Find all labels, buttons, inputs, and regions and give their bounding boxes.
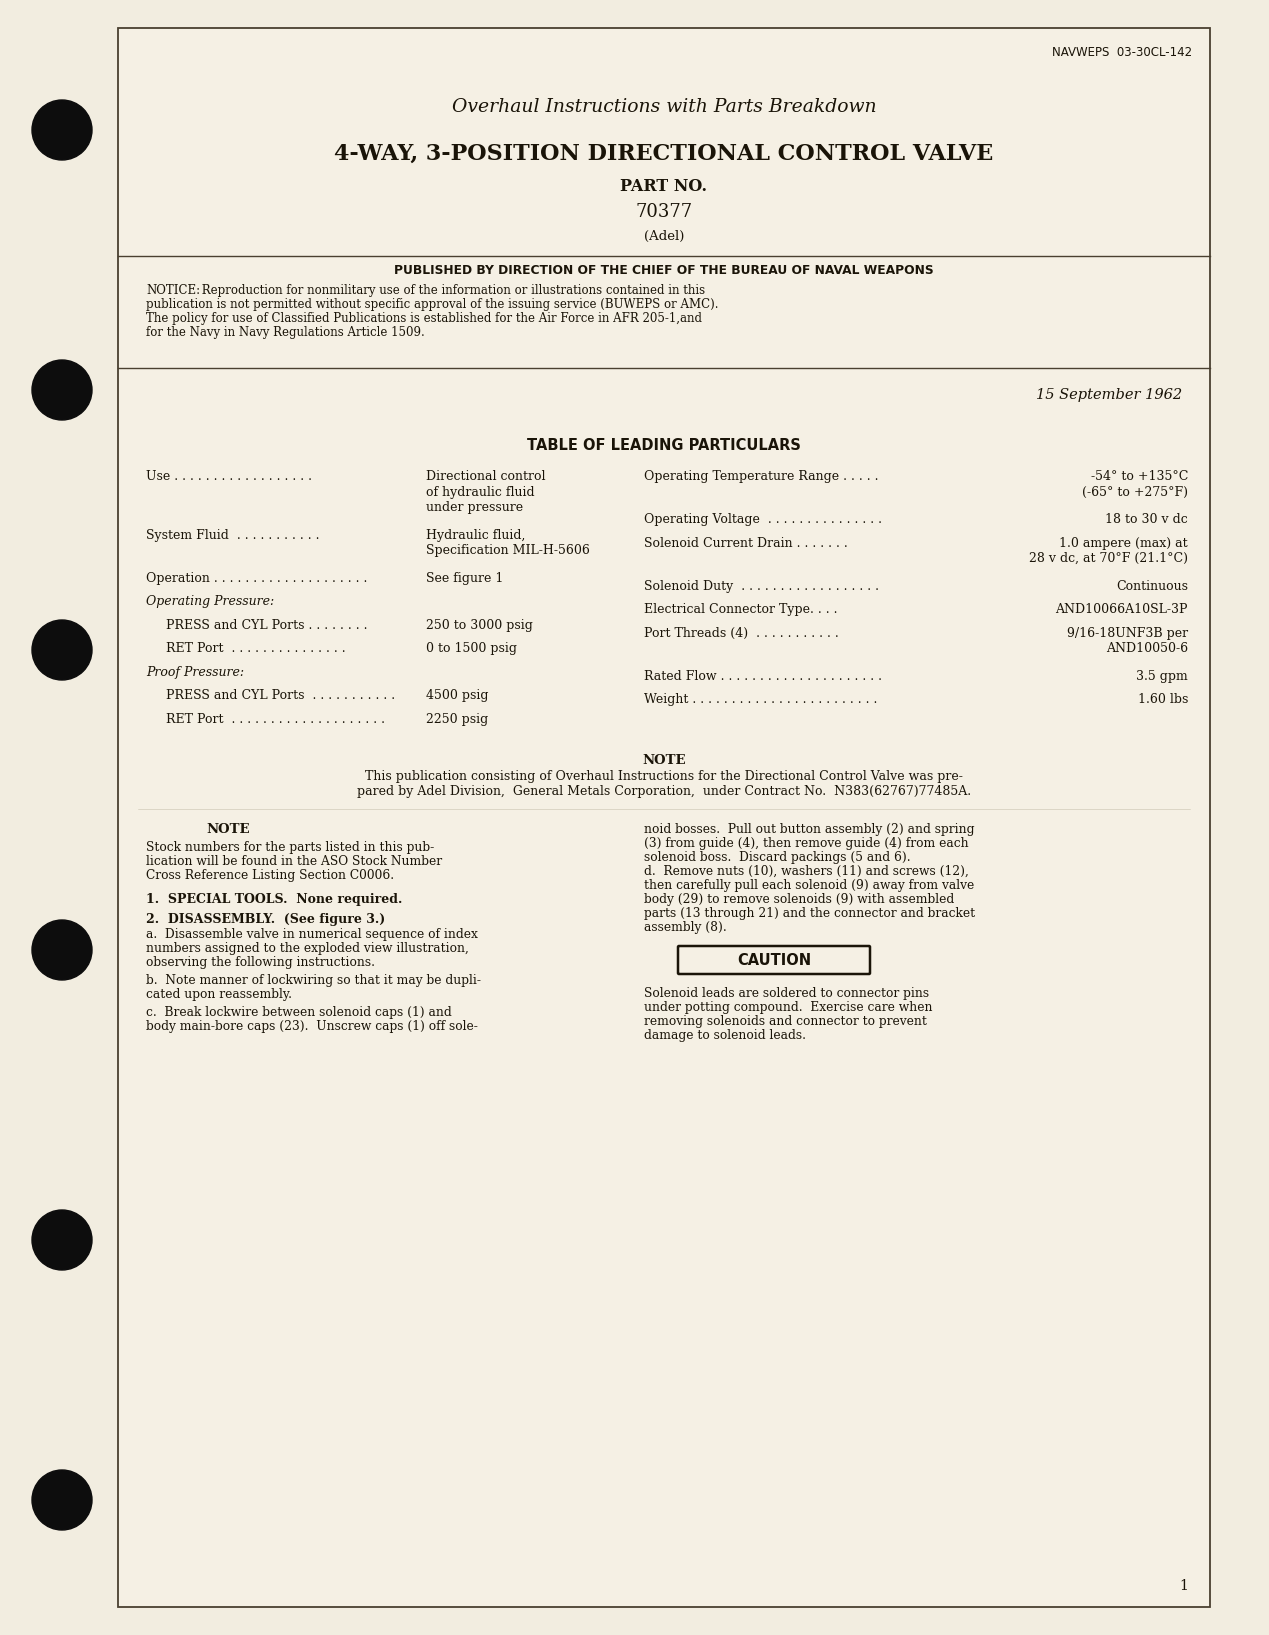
Text: AND10066A10SL-3P: AND10066A10SL-3P <box>1056 603 1188 616</box>
Text: c.  Break lockwire between solenoid caps (1) and: c. Break lockwire between solenoid caps … <box>146 1006 452 1019</box>
Text: observing the following instructions.: observing the following instructions. <box>146 956 376 970</box>
Text: (3) from guide (4), then remove guide (4) from each: (3) from guide (4), then remove guide (4… <box>643 837 968 850</box>
Text: Solenoid leads are soldered to connector pins: Solenoid leads are soldered to connector… <box>643 988 929 1001</box>
Text: See figure 1: See figure 1 <box>426 572 504 584</box>
Text: Specification MIL-H-5606: Specification MIL-H-5606 <box>426 544 590 558</box>
Text: parts (13 through 21) and the connector and bracket: parts (13 through 21) and the connector … <box>643 907 975 921</box>
Text: numbers assigned to the exploded view illustration,: numbers assigned to the exploded view il… <box>146 942 468 955</box>
Text: (-65° to +275°F): (-65° to +275°F) <box>1082 486 1188 499</box>
Text: Operating Pressure:: Operating Pressure: <box>146 595 274 608</box>
Text: 28 v dc, at 70°F (21.1°C): 28 v dc, at 70°F (21.1°C) <box>1029 553 1188 566</box>
Text: Continuous: Continuous <box>1115 579 1188 592</box>
Text: Rated Flow . . . . . . . . . . . . . . . . . . . . .: Rated Flow . . . . . . . . . . . . . . .… <box>643 669 882 682</box>
Text: pared by Adel Division,  General Metals Corporation,  under Contract No.  N383(6: pared by Adel Division, General Metals C… <box>357 785 971 798</box>
Text: publication is not permitted without specific approval of the issuing service (B: publication is not permitted without spe… <box>146 298 718 311</box>
Text: 2.  DISASSEMBLY.  (See figure 3.): 2. DISASSEMBLY. (See figure 3.) <box>146 912 386 925</box>
Text: d.  Remove nuts (10), washers (11) and screws (12),: d. Remove nuts (10), washers (11) and sc… <box>643 865 968 878</box>
Text: noid bosses.  Pull out button assembly (2) and spring: noid bosses. Pull out button assembly (2… <box>643 822 975 835</box>
Text: This publication consisting of Overhaul Instructions for the Directional Control: This publication consisting of Overhaul … <box>365 770 963 783</box>
Circle shape <box>32 1470 91 1530</box>
Text: Solenoid Duty  . . . . . . . . . . . . . . . . . .: Solenoid Duty . . . . . . . . . . . . . … <box>643 579 879 592</box>
Text: Cross Reference Listing Section C0006.: Cross Reference Listing Section C0006. <box>146 868 395 881</box>
Circle shape <box>32 360 91 420</box>
Bar <box>118 28 1211 1607</box>
Text: Electrical Connector Type. . . .: Electrical Connector Type. . . . <box>643 603 838 616</box>
Text: 1: 1 <box>1179 1579 1188 1592</box>
Text: 0 to 1500 psig: 0 to 1500 psig <box>426 643 516 656</box>
Text: Operating Voltage  . . . . . . . . . . . . . . .: Operating Voltage . . . . . . . . . . . … <box>643 513 882 526</box>
Circle shape <box>32 921 91 979</box>
Text: RET Port  . . . . . . . . . . . . . . . . . . . .: RET Port . . . . . . . . . . . . . . . .… <box>166 713 385 726</box>
Text: solenoid boss.  Discard packings (5 and 6).: solenoid boss. Discard packings (5 and 6… <box>643 850 911 863</box>
Text: under potting compound.  Exercise care when: under potting compound. Exercise care wh… <box>643 1001 933 1014</box>
Text: 9/16-18UNF3B per: 9/16-18UNF3B per <box>1067 626 1188 639</box>
Text: body (29) to remove solenoids (9) with assembled: body (29) to remove solenoids (9) with a… <box>643 893 954 906</box>
Text: RET Port  . . . . . . . . . . . . . . .: RET Port . . . . . . . . . . . . . . . <box>166 643 345 656</box>
Text: Directional control: Directional control <box>426 469 546 482</box>
Text: of hydraulic fluid: of hydraulic fluid <box>426 486 534 499</box>
Text: 1.  SPECIAL TOOLS.  None required.: 1. SPECIAL TOOLS. None required. <box>146 893 402 906</box>
Text: 1.60 lbs: 1.60 lbs <box>1137 693 1188 706</box>
Text: b.  Note manner of lockwiring so that it may be dupli-: b. Note manner of lockwiring so that it … <box>146 974 481 988</box>
Circle shape <box>32 620 91 680</box>
Text: for the Navy in Navy Regulations Article 1509.: for the Navy in Navy Regulations Article… <box>146 325 425 338</box>
Text: Reproduction for nonmilitary use of the information or illustrations contained i: Reproduction for nonmilitary use of the … <box>198 284 706 298</box>
Text: 250 to 3000 psig: 250 to 3000 psig <box>426 618 533 631</box>
Text: Stock numbers for the parts listed in this pub-: Stock numbers for the parts listed in th… <box>146 840 434 853</box>
Text: NAVWEPS  03-30CL-142: NAVWEPS 03-30CL-142 <box>1052 46 1192 59</box>
Text: removing solenoids and connector to prevent: removing solenoids and connector to prev… <box>643 1015 926 1028</box>
Text: Operation . . . . . . . . . . . . . . . . . . . .: Operation . . . . . . . . . . . . . . . … <box>146 572 367 584</box>
Text: Proof Pressure:: Proof Pressure: <box>146 665 244 679</box>
Text: Operating Temperature Range . . . . .: Operating Temperature Range . . . . . <box>643 469 878 482</box>
Text: 70377: 70377 <box>636 203 693 221</box>
Circle shape <box>32 1210 91 1270</box>
Text: Hydraulic fluid,: Hydraulic fluid, <box>426 528 525 541</box>
Text: PUBLISHED BY DIRECTION OF THE CHIEF OF THE BUREAU OF NAVAL WEAPONS: PUBLISHED BY DIRECTION OF THE CHIEF OF T… <box>395 263 934 276</box>
Text: PRESS and CYL Ports  . . . . . . . . . . .: PRESS and CYL Ports . . . . . . . . . . … <box>166 688 395 701</box>
Text: (Adel): (Adel) <box>643 231 684 244</box>
Text: lication will be found in the ASO Stock Number: lication will be found in the ASO Stock … <box>146 855 442 868</box>
Text: CAUTION: CAUTION <box>737 953 811 968</box>
Text: 3.5 gpm: 3.5 gpm <box>1136 669 1188 682</box>
Text: damage to solenoid leads.: damage to solenoid leads. <box>643 1028 806 1041</box>
Text: Port Threads (4)  . . . . . . . . . . .: Port Threads (4) . . . . . . . . . . . <box>643 626 839 639</box>
Text: under pressure: under pressure <box>426 500 523 513</box>
Text: NOTE: NOTE <box>206 822 250 835</box>
Text: PRESS and CYL Ports . . . . . . . .: PRESS and CYL Ports . . . . . . . . <box>166 618 368 631</box>
Text: cated upon reassembly.: cated upon reassembly. <box>146 988 292 1001</box>
Text: 4500 psig: 4500 psig <box>426 688 489 701</box>
Text: 1.0 ampere (max) at: 1.0 ampere (max) at <box>1060 536 1188 549</box>
Text: 15 September 1962: 15 September 1962 <box>1036 387 1181 402</box>
Text: Use . . . . . . . . . . . . . . . . . .: Use . . . . . . . . . . . . . . . . . . <box>146 469 312 482</box>
Text: System Fluid  . . . . . . . . . . .: System Fluid . . . . . . . . . . . <box>146 528 320 541</box>
Text: then carefully pull each solenoid (9) away from valve: then carefully pull each solenoid (9) aw… <box>643 880 975 893</box>
Text: TABLE OF LEADING PARTICULARS: TABLE OF LEADING PARTICULARS <box>527 438 801 453</box>
Text: body main-bore caps (23).  Unscrew caps (1) off sole-: body main-bore caps (23). Unscrew caps (… <box>146 1020 478 1033</box>
Text: AND10050-6: AND10050-6 <box>1105 643 1188 656</box>
Text: assembly (8).: assembly (8). <box>643 921 727 934</box>
Text: -54° to +135°C: -54° to +135°C <box>1090 469 1188 482</box>
Text: 18 to 30 v dc: 18 to 30 v dc <box>1105 513 1188 526</box>
Text: The policy for use of Classified Publications is established for the Air Force i: The policy for use of Classified Publica… <box>146 312 702 325</box>
Text: Solenoid Current Drain . . . . . . .: Solenoid Current Drain . . . . . . . <box>643 536 848 549</box>
Text: NOTE: NOTE <box>642 754 685 767</box>
Circle shape <box>32 100 91 160</box>
Text: Weight . . . . . . . . . . . . . . . . . . . . . . . .: Weight . . . . . . . . . . . . . . . . .… <box>643 693 877 706</box>
Text: 4-WAY, 3-POSITION DIRECTIONAL CONTROL VALVE: 4-WAY, 3-POSITION DIRECTIONAL CONTROL VA… <box>334 142 994 165</box>
Text: 2250 psig: 2250 psig <box>426 713 489 726</box>
Text: NOTICE:: NOTICE: <box>146 284 201 298</box>
Text: a.  Disassemble valve in numerical sequence of index: a. Disassemble valve in numerical sequen… <box>146 929 478 942</box>
Text: PART NO.: PART NO. <box>621 178 708 195</box>
Text: Overhaul Instructions with Parts Breakdown: Overhaul Instructions with Parts Breakdo… <box>452 98 877 116</box>
